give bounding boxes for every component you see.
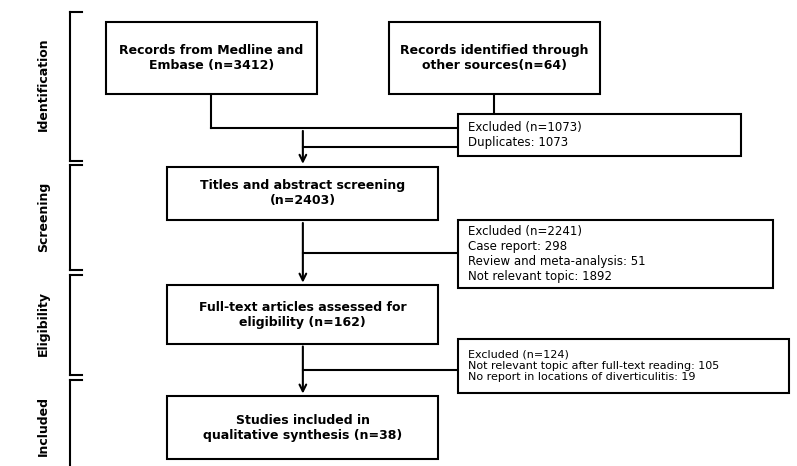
Text: Records identified through
other sources(n=64): Records identified through other sources…	[400, 44, 588, 72]
Bar	[458, 220, 773, 288]
Bar	[458, 114, 741, 156]
Text: Titles and abstract screening
(n=2403): Titles and abstract screening (n=2403)	[200, 179, 406, 207]
Bar	[388, 22, 599, 94]
Text: Excluded (n=2241)
Case report: 298
Review and meta-analysis: 51
Not relevant top: Excluded (n=2241) Case report: 298 Revie…	[468, 225, 646, 283]
Text: Screening: Screening	[37, 182, 50, 252]
Text: Excluded (n=124)
Not relevant topic after full-text reading: 105
No report in lo: Excluded (n=124) Not relevant topic afte…	[468, 349, 719, 383]
Bar	[458, 339, 789, 392]
Bar	[167, 167, 438, 220]
Bar	[167, 396, 438, 459]
Text: Eligibility: Eligibility	[37, 291, 50, 356]
Bar	[167, 285, 438, 344]
Bar	[105, 22, 316, 94]
Text: Included: Included	[37, 397, 50, 456]
Text: Excluded (n=1073)
Duplicates: 1073: Excluded (n=1073) Duplicates: 1073	[468, 121, 582, 149]
Text: Studies included in
qualitative synthesis (n=38): Studies included in qualitative synthesi…	[203, 414, 402, 442]
Text: Full-text articles assessed for
eligibility (n=162): Full-text articles assessed for eligibil…	[199, 301, 406, 329]
Text: Records from Medline and
Embase (n=3412): Records from Medline and Embase (n=3412)	[119, 44, 304, 72]
Text: Identification: Identification	[37, 37, 50, 130]
